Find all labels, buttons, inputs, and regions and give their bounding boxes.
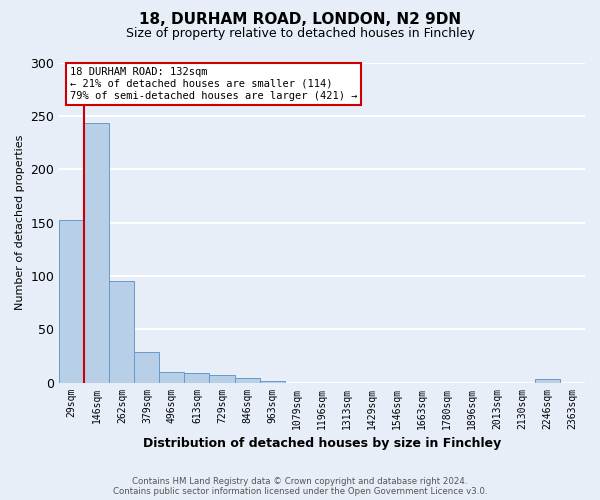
Bar: [134, 352, 160, 382]
Bar: [535, 380, 560, 382]
Text: Contains public sector information licensed under the Open Government Licence v3: Contains public sector information licen…: [113, 487, 487, 496]
Text: 18 DURHAM ROAD: 132sqm
← 21% of detached houses are smaller (114)
79% of semi-de: 18 DURHAM ROAD: 132sqm ← 21% of detached…: [70, 68, 358, 100]
Bar: [85, 124, 109, 382]
Bar: [109, 282, 134, 382]
X-axis label: Distribution of detached houses by size in Finchley: Distribution of detached houses by size …: [143, 437, 501, 450]
Bar: [260, 380, 284, 382]
Bar: [209, 375, 235, 382]
Text: Contains HM Land Registry data © Crown copyright and database right 2024.: Contains HM Land Registry data © Crown c…: [132, 477, 468, 486]
Y-axis label: Number of detached properties: Number of detached properties: [15, 135, 25, 310]
Text: Size of property relative to detached houses in Finchley: Size of property relative to detached ho…: [125, 28, 475, 40]
Bar: [184, 373, 209, 382]
Text: 18, DURHAM ROAD, LONDON, N2 9DN: 18, DURHAM ROAD, LONDON, N2 9DN: [139, 12, 461, 28]
Bar: [59, 220, 85, 382]
Bar: [235, 378, 260, 382]
Bar: [160, 372, 184, 382]
